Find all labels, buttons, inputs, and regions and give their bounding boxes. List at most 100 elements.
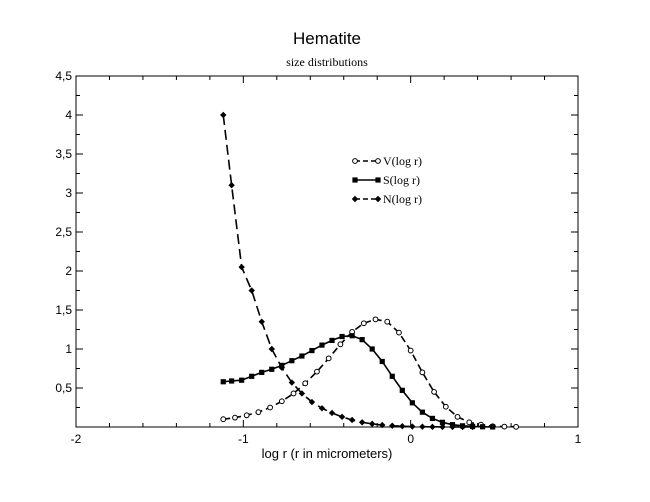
data-point <box>360 320 367 327</box>
data-point <box>389 373 395 379</box>
data-point <box>368 420 376 428</box>
data-point <box>229 378 235 384</box>
data-point <box>278 364 286 371</box>
legend-marker <box>374 195 382 203</box>
legend-marker <box>352 177 358 183</box>
data-point <box>308 398 316 406</box>
data-point <box>372 316 379 323</box>
y-tick-label: 4,5 <box>55 69 72 83</box>
data-point <box>359 337 365 343</box>
data-point <box>232 414 238 421</box>
data-point <box>399 387 405 393</box>
data-point <box>220 111 227 119</box>
x-tick-labels: -2 -1 0 1 <box>71 432 582 446</box>
data-point <box>419 409 425 415</box>
data-point <box>255 409 262 416</box>
x-tick-label: 0 <box>407 432 414 446</box>
data-point <box>239 377 245 383</box>
data-point <box>268 345 275 353</box>
data-point <box>429 415 436 422</box>
data-point <box>267 404 274 411</box>
chart-subtitle: size distributions <box>286 55 368 69</box>
data-point <box>338 413 346 421</box>
data-point <box>238 263 245 271</box>
legend-marker <box>352 158 358 164</box>
series-1 <box>220 333 496 430</box>
data-point <box>299 353 305 359</box>
chart-title: Hematite <box>293 29 361 48</box>
data-point <box>439 423 446 431</box>
data-point <box>228 182 235 189</box>
data-point <box>409 423 416 430</box>
data-point <box>278 398 285 405</box>
data-point <box>288 379 296 386</box>
data-point <box>513 423 519 430</box>
y-tick-labels: 0,5 1 1,5 2 2,5 3 3,5 4 4,5 <box>55 69 72 395</box>
plot-frame <box>75 75 579 428</box>
data-point <box>220 416 227 423</box>
data-point <box>469 423 476 431</box>
legend-label: S(log r) <box>383 173 420 187</box>
data-point <box>337 341 344 348</box>
series-layer <box>220 111 519 431</box>
y-tick-label: 2,5 <box>55 225 72 239</box>
data-point <box>243 412 250 419</box>
data-point <box>454 413 461 420</box>
legend-marker <box>375 177 381 183</box>
data-point <box>318 405 326 412</box>
y-tick-label: 0,5 <box>55 381 72 395</box>
data-point <box>302 380 309 387</box>
data-point <box>409 400 415 406</box>
data-point <box>298 390 306 397</box>
data-point <box>480 424 486 430</box>
data-point <box>439 419 446 425</box>
y-tick-label: 1 <box>65 342 72 356</box>
data-point <box>466 419 473 426</box>
x-tick-label: -1 <box>238 432 249 446</box>
y-tick-label: 1,5 <box>55 303 72 317</box>
data-point <box>429 423 436 431</box>
data-point <box>328 409 336 417</box>
legend-label: V(log r) <box>383 154 422 168</box>
data-point <box>248 287 255 294</box>
data-point <box>325 355 332 362</box>
x-axis-label: log r (r in micrometers) <box>262 446 393 461</box>
y-tick-label: 2 <box>65 264 72 278</box>
data-point <box>319 342 325 348</box>
data-point <box>407 347 414 354</box>
data-point <box>349 333 355 339</box>
x-tick-label: 1 <box>575 432 582 446</box>
data-point <box>249 373 255 379</box>
y-tick-label: 4 <box>65 108 72 122</box>
data-point <box>258 318 265 325</box>
data-point <box>431 389 437 395</box>
data-point <box>289 358 295 364</box>
y-tick-label: 3 <box>65 186 72 200</box>
series-0 <box>220 316 519 430</box>
data-point <box>369 346 375 352</box>
series-line <box>223 334 493 428</box>
legend-marker <box>351 195 359 203</box>
data-point <box>459 423 466 431</box>
data-point <box>290 390 297 397</box>
data-point <box>419 369 426 376</box>
data-point <box>449 423 456 431</box>
data-point <box>490 424 496 430</box>
axis-ticks <box>75 75 579 428</box>
data-point <box>314 368 320 375</box>
data-point <box>379 358 385 365</box>
data-point <box>379 421 386 429</box>
data-point <box>339 333 345 340</box>
data-point <box>396 329 402 336</box>
legend-marker <box>375 158 381 164</box>
series-line <box>222 114 473 428</box>
y-tick-label: 3,5 <box>55 147 72 161</box>
legend: V(log r) S(log r) N(log r) <box>351 154 422 206</box>
legend-label: N(log r) <box>383 192 422 206</box>
data-point <box>220 379 226 385</box>
data-point <box>442 403 449 410</box>
data-point <box>269 366 275 372</box>
data-point <box>501 423 508 430</box>
data-point <box>419 423 426 430</box>
